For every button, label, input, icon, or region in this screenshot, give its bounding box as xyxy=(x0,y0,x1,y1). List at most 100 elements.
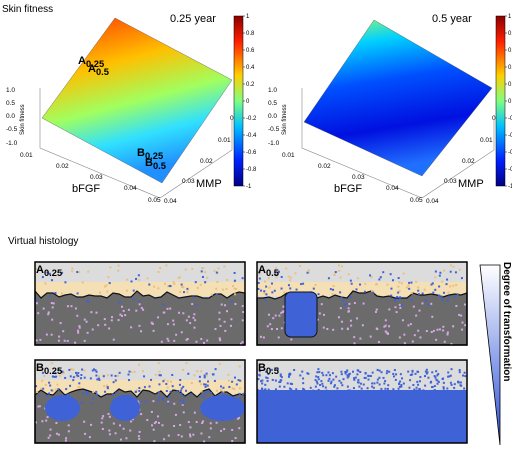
cell xyxy=(112,338,115,341)
cell xyxy=(388,308,391,311)
cell xyxy=(79,377,82,380)
panel-label: B0.25 xyxy=(36,362,62,376)
cell xyxy=(128,379,131,382)
cell xyxy=(125,437,128,440)
cell xyxy=(233,279,236,282)
cell xyxy=(422,389,425,392)
cell xyxy=(382,271,385,274)
cell xyxy=(204,271,207,274)
cell xyxy=(463,387,466,390)
cell xyxy=(435,338,438,341)
cell xyxy=(195,340,198,343)
cell xyxy=(106,374,109,377)
cell xyxy=(428,400,431,403)
cell xyxy=(318,402,321,405)
cell xyxy=(452,265,455,268)
tissue-epidermis xyxy=(35,282,245,296)
cell xyxy=(238,397,241,400)
cell xyxy=(57,388,60,391)
cell xyxy=(90,402,93,405)
cell xyxy=(163,282,166,285)
cell xyxy=(427,376,430,379)
cell xyxy=(118,301,121,304)
cell xyxy=(185,338,188,341)
cell xyxy=(338,379,341,382)
cell xyxy=(410,397,413,400)
cell xyxy=(344,401,347,404)
colorbar-tick-label: -0.4 xyxy=(508,133,512,139)
cell xyxy=(435,370,438,373)
cell xyxy=(140,413,143,416)
cell xyxy=(269,323,272,326)
cell xyxy=(221,391,224,394)
z-tick-label: -1.0 xyxy=(268,140,280,147)
tumor xyxy=(45,395,80,421)
cell xyxy=(270,282,273,285)
histology-panel xyxy=(256,359,468,444)
cell xyxy=(287,390,290,393)
cell xyxy=(454,271,457,274)
cell xyxy=(452,325,455,328)
cell xyxy=(371,382,374,385)
cell xyxy=(215,287,218,290)
cell xyxy=(312,287,315,290)
cell xyxy=(338,269,341,272)
cell xyxy=(449,381,452,384)
cell xyxy=(405,286,408,289)
cell xyxy=(92,397,95,400)
cell xyxy=(258,277,261,280)
cell xyxy=(173,339,176,342)
cell xyxy=(150,378,153,381)
cell xyxy=(63,339,66,342)
cell xyxy=(122,427,125,430)
cell xyxy=(329,288,332,291)
cell xyxy=(363,376,366,379)
cell xyxy=(51,375,54,378)
cell xyxy=(47,436,50,439)
cell xyxy=(200,270,203,273)
cell xyxy=(203,374,206,377)
cell xyxy=(236,417,239,420)
cell xyxy=(38,394,41,397)
cell xyxy=(352,387,355,390)
cell xyxy=(386,390,389,393)
cell xyxy=(315,380,318,383)
cell xyxy=(203,396,206,399)
cell xyxy=(449,374,452,377)
cell xyxy=(62,371,65,374)
cell xyxy=(42,307,45,310)
cell xyxy=(117,269,120,272)
cell xyxy=(339,291,342,294)
cell xyxy=(204,281,207,284)
cell xyxy=(287,375,290,378)
cell xyxy=(265,370,268,373)
cell xyxy=(315,375,318,378)
cell xyxy=(287,275,290,278)
cell xyxy=(431,395,434,398)
cell xyxy=(290,394,293,397)
cell xyxy=(90,311,93,314)
cell xyxy=(309,397,312,400)
cell xyxy=(436,393,439,396)
cell xyxy=(180,387,183,390)
cell xyxy=(187,372,190,375)
cell xyxy=(266,394,269,397)
cell xyxy=(44,384,47,387)
cell xyxy=(39,338,42,341)
cell xyxy=(299,395,302,398)
cell xyxy=(370,276,373,279)
cell xyxy=(289,389,292,392)
cell xyxy=(311,396,314,399)
cell xyxy=(401,391,404,394)
cell xyxy=(231,387,234,390)
cell xyxy=(369,274,372,277)
colorbar-tick-label: 1 xyxy=(508,14,512,20)
axis-frame xyxy=(39,88,233,199)
cell xyxy=(343,303,346,306)
cell xyxy=(417,289,420,292)
cell xyxy=(384,401,387,404)
colorbar-tick-label: 0.6 xyxy=(246,48,255,54)
cell xyxy=(445,283,448,286)
cell xyxy=(398,289,401,292)
cell xyxy=(83,318,86,321)
